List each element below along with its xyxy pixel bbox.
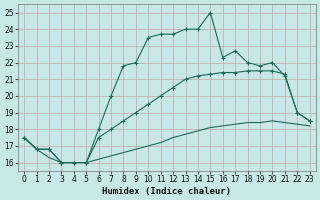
- X-axis label: Humidex (Indice chaleur): Humidex (Indice chaleur): [102, 187, 231, 196]
